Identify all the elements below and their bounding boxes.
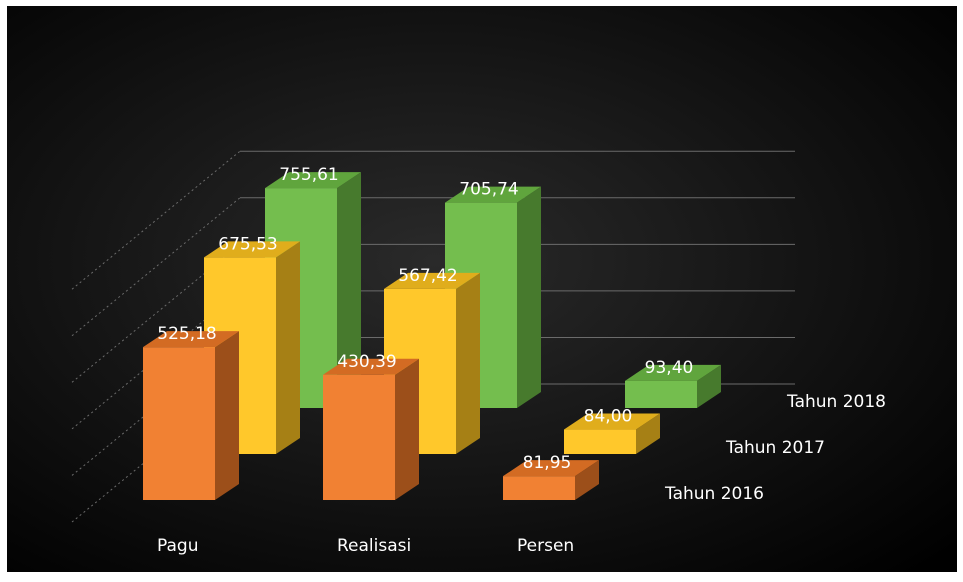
- data-label: 84,00: [584, 407, 633, 427]
- bar-side: [215, 331, 239, 500]
- bar-front: [564, 430, 636, 454]
- bar-side: [517, 187, 541, 408]
- category-label: Realisasi: [337, 536, 411, 556]
- bar-side: [276, 241, 300, 454]
- data-label: 567,42: [398, 266, 457, 286]
- series-label: Tahun 2018: [786, 392, 886, 412]
- category-label: Persen: [517, 536, 574, 556]
- bar-side: [456, 273, 480, 454]
- category-label: Pagu: [157, 536, 198, 556]
- data-label: 430,39: [337, 352, 396, 372]
- data-label: 675,53: [218, 234, 277, 254]
- bar-front: [323, 375, 395, 500]
- data-label: 93,40: [645, 358, 694, 378]
- bar-side: [395, 359, 419, 500]
- data-label: 525,18: [157, 324, 216, 344]
- data-label: 755,61: [279, 165, 338, 185]
- series-label: Tahun 2016: [664, 484, 764, 504]
- bar-front: [143, 347, 215, 500]
- bar-front: [503, 476, 575, 500]
- bar-pagu-0: [143, 331, 239, 500]
- bar-realisasi-0: [323, 359, 419, 500]
- data-label: 705,74: [459, 180, 518, 200]
- data-label: 81,95: [523, 453, 572, 473]
- bar-front: [625, 381, 697, 408]
- series-label: Tahun 2017: [725, 438, 825, 458]
